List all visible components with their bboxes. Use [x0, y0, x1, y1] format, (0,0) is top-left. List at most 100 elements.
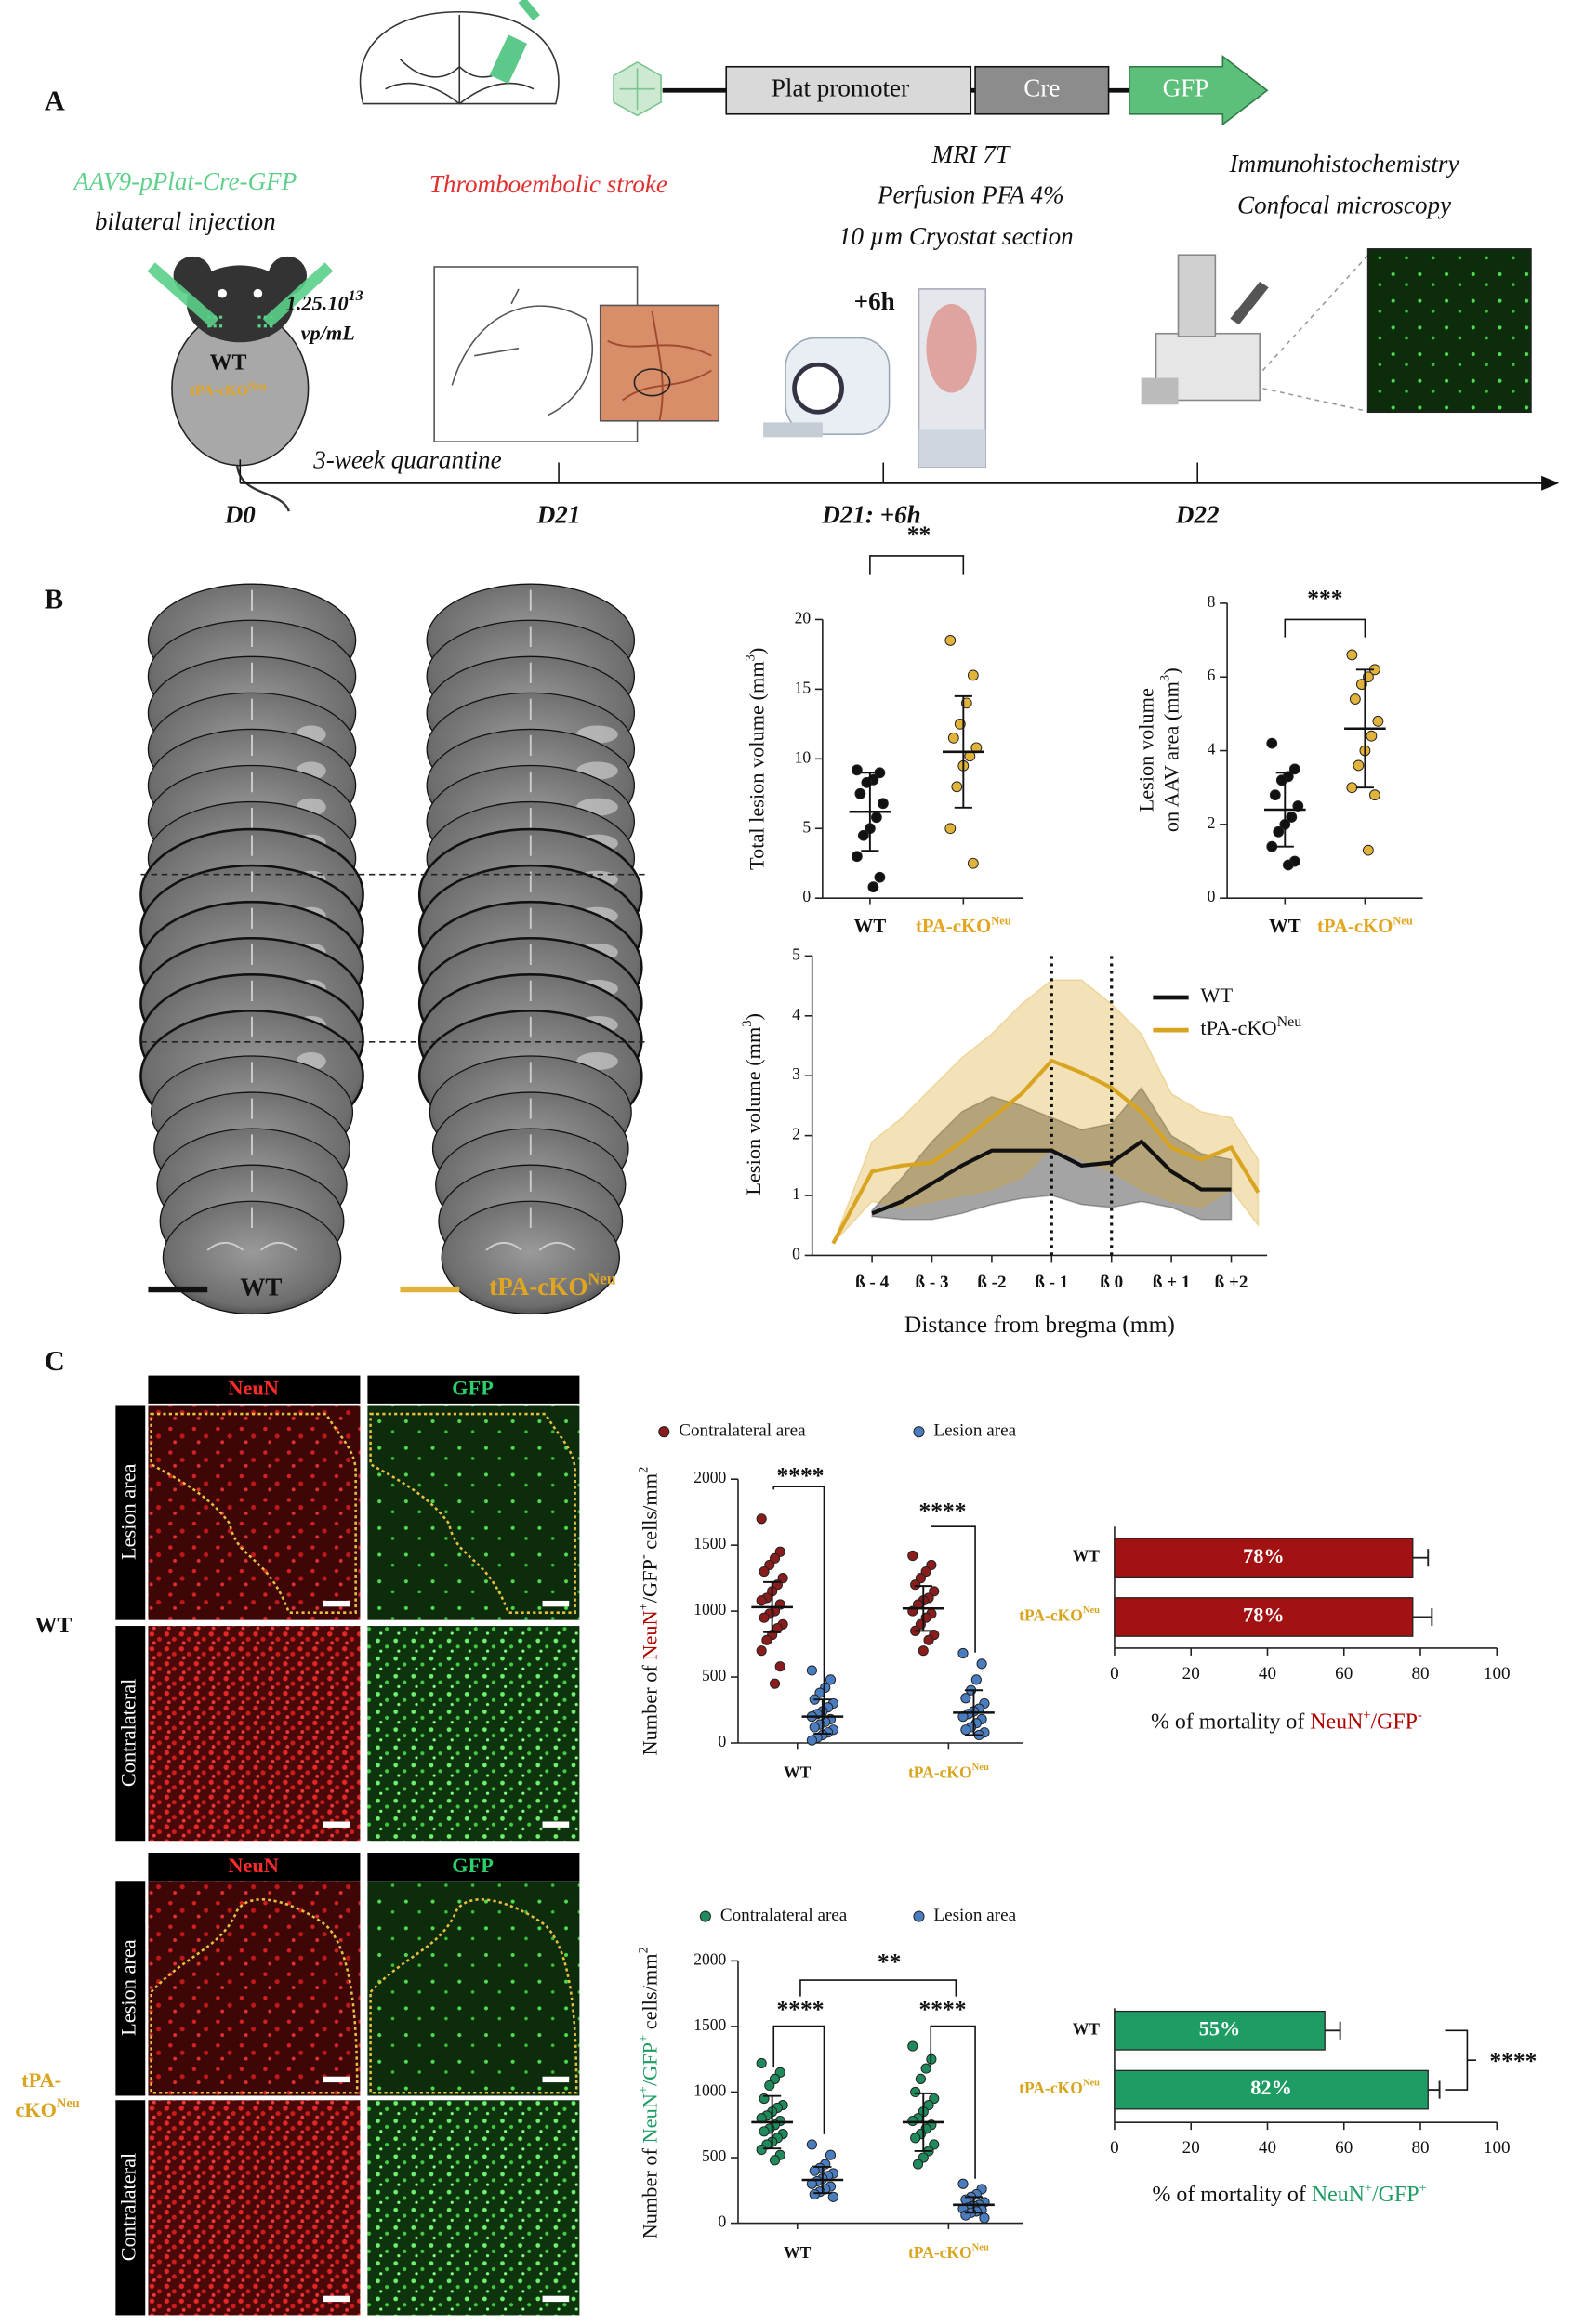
data-point — [1273, 825, 1285, 838]
y-tick-label: 5 — [802, 817, 811, 836]
category-name: WT — [1073, 1547, 1101, 1565]
histology-text: Immunohistochemistry — [1229, 150, 1460, 178]
data-point — [851, 764, 863, 776]
stain-header-bg — [148, 1375, 361, 1404]
mri-stack — [139, 583, 643, 1315]
scale-bar — [542, 2295, 570, 2303]
lesion-boundary — [150, 1898, 359, 2094]
significance-label: **** — [919, 1995, 967, 2022]
stroke-text: Thromboembolic stroke — [429, 170, 667, 198]
y-tick-label: 1 — [792, 1184, 800, 1203]
timepoint: D22 — [1175, 501, 1220, 529]
legend-text: WT — [240, 1273, 282, 1301]
data-point — [970, 1674, 982, 1685]
label-part: % of mortality of — [1151, 1710, 1310, 1735]
legend-marker — [913, 1426, 925, 1438]
significance-bracket — [772, 1486, 825, 1720]
legend-name: tPA-cKO — [1200, 1016, 1276, 1039]
data-point — [759, 1565, 770, 1578]
x-tick-label: ß - 3 — [915, 1273, 948, 1292]
x-tick-label: ß -2 — [977, 1273, 1006, 1292]
x-tick-label: 0 — [1110, 2138, 1119, 2158]
label-part: - — [1418, 1709, 1422, 1723]
scale-bar — [323, 2076, 350, 2083]
label-part: /GFP — [639, 1559, 662, 1603]
y-tick-label: 1000 — [693, 2080, 726, 2099]
label-part: + — [1363, 1709, 1370, 1723]
category-label: WT — [1269, 917, 1301, 937]
category-sup: Neu — [1083, 1606, 1100, 1617]
label-part: Number of — [639, 2143, 662, 2238]
category-sup: Neu — [972, 2243, 989, 2253]
genotype-label: tPA- — [21, 2068, 61, 2092]
aav-icon — [613, 61, 662, 117]
data-point — [867, 881, 879, 893]
data-point — [923, 1634, 934, 1645]
data-point — [912, 2159, 924, 2170]
y-tick-label: 15 — [795, 678, 812, 696]
y-tick-label: 6 — [1208, 666, 1216, 684]
y-tick-label: 500 — [702, 1666, 727, 1684]
data-point — [951, 781, 963, 793]
significance-bracket — [930, 2025, 976, 2179]
x-tick-label: 60 — [1335, 2138, 1353, 2158]
category-name: WT — [784, 2243, 812, 2262]
label-part: cells/mm — [639, 1473, 662, 1554]
legend-marker — [913, 1910, 925, 1922]
region-label: Lesion area — [116, 1463, 139, 1560]
series-line — [831, 1058, 1261, 1245]
label-part: NeuN — [639, 1610, 662, 1659]
data-point — [910, 1579, 921, 1591]
scale-bar — [323, 1600, 350, 1607]
label-part: ) — [742, 1013, 765, 1020]
y-tick-label: 500 — [702, 2146, 727, 2165]
category-name: tPA-cKO — [1019, 2079, 1083, 2097]
label-part: - — [637, 1554, 652, 1559]
category-label: tPA-cKONeu — [916, 915, 1011, 937]
data-point — [1286, 812, 1298, 823]
y-tick-label: 0 — [1208, 887, 1216, 905]
mri-slice — [441, 1200, 621, 1315]
category-label: tPA-cKONeu — [908, 1763, 989, 1781]
legend-marker — [658, 1426, 670, 1438]
genotype-label: WT — [34, 1614, 72, 1638]
category-name: WT — [784, 1763, 812, 1781]
label-part: NeuN — [1312, 2183, 1365, 2207]
injection-text: bilateral injection — [95, 207, 276, 235]
data-point — [769, 2155, 781, 2166]
category-name: tPA-cKO — [1317, 917, 1393, 937]
panel-label: B — [45, 583, 63, 614]
contralateral-image — [367, 2100, 580, 2316]
microscopy-grid: NeuN GFP Lesion area Contralateral NeuN GFP Le… — [115, 1375, 580, 2316]
data-point — [756, 1645, 767, 1657]
significance-label: **** — [1489, 2047, 1537, 2074]
data-point — [1349, 693, 1361, 705]
contralateral-image — [148, 2100, 361, 2316]
region-label-bg — [115, 1881, 146, 2096]
data-point — [967, 669, 979, 681]
significance-label: ** — [878, 1948, 901, 1974]
y-tick-label: 2 — [792, 1125, 800, 1143]
scale-bar — [542, 1600, 570, 1607]
series-line — [871, 1139, 1232, 1216]
lesion-image — [367, 1881, 580, 2096]
label-part: NeuN — [1310, 1710, 1363, 1735]
genotype-sup: Neu — [57, 2096, 80, 2111]
category-label: WT — [854, 917, 887, 937]
data-point — [769, 1678, 781, 1689]
data-point — [1372, 715, 1384, 727]
x-tick-label: 60 — [1335, 1664, 1353, 1684]
x-tick-label: ß 0 — [1100, 1273, 1123, 1292]
data-point — [910, 2133, 921, 2144]
dose-base: 1.25.10 — [286, 292, 349, 315]
data-point — [918, 1645, 929, 1657]
data-point — [1269, 789, 1281, 801]
quarantine: 3-week quarantine — [312, 446, 501, 474]
scale-bar — [542, 2076, 570, 2083]
legend-name: tPA-cKO — [489, 1273, 587, 1301]
data-point — [976, 1658, 987, 1670]
data-point — [1346, 649, 1358, 661]
label-part: 2 — [637, 1467, 652, 1473]
data-point — [756, 2144, 767, 2156]
